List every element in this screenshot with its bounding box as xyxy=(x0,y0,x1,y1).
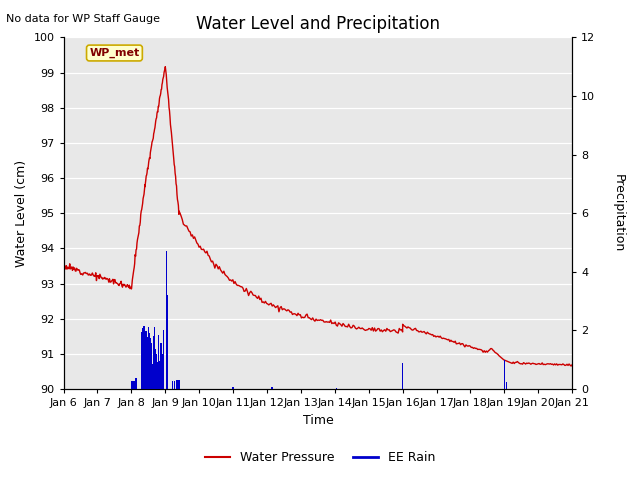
Bar xyxy=(156,354,157,389)
Bar xyxy=(141,333,142,389)
Bar xyxy=(148,326,149,389)
Bar xyxy=(136,378,137,389)
Bar xyxy=(158,335,159,389)
Bar xyxy=(402,363,403,389)
Bar xyxy=(150,337,151,389)
Bar xyxy=(177,380,178,389)
Bar xyxy=(157,362,158,389)
Bar xyxy=(162,354,163,389)
Bar xyxy=(133,384,135,389)
Title: Water Level and Precipitation: Water Level and Precipitation xyxy=(196,15,440,33)
Bar xyxy=(336,388,337,389)
Bar xyxy=(159,360,160,389)
Bar xyxy=(149,333,150,389)
Text: WP_met: WP_met xyxy=(90,48,140,58)
Bar xyxy=(163,330,164,389)
Bar xyxy=(154,326,155,389)
Bar xyxy=(153,336,154,389)
Bar xyxy=(147,337,148,389)
Bar xyxy=(506,382,507,389)
Bar xyxy=(131,381,132,389)
Legend: Water Pressure, EE Rain: Water Pressure, EE Rain xyxy=(200,446,440,469)
Bar xyxy=(167,295,168,389)
Bar xyxy=(145,332,147,389)
Bar xyxy=(271,387,273,389)
Bar xyxy=(232,387,234,389)
Y-axis label: Precipitation: Precipitation xyxy=(612,174,625,252)
Bar xyxy=(151,343,152,389)
Bar xyxy=(143,325,145,389)
Bar xyxy=(134,381,136,389)
Y-axis label: Water Level (cm): Water Level (cm) xyxy=(15,160,28,267)
Bar xyxy=(504,360,505,389)
Bar xyxy=(172,381,173,389)
Bar xyxy=(155,349,156,389)
Bar xyxy=(144,345,146,389)
Bar xyxy=(132,381,134,389)
X-axis label: Time: Time xyxy=(303,414,333,427)
Bar xyxy=(152,363,153,389)
Bar xyxy=(166,251,167,389)
Bar xyxy=(174,381,175,389)
Text: No data for WP Staff Gauge: No data for WP Staff Gauge xyxy=(6,14,161,24)
Bar xyxy=(160,343,161,389)
Bar xyxy=(178,380,180,389)
Bar xyxy=(142,328,143,389)
Bar xyxy=(161,343,163,389)
